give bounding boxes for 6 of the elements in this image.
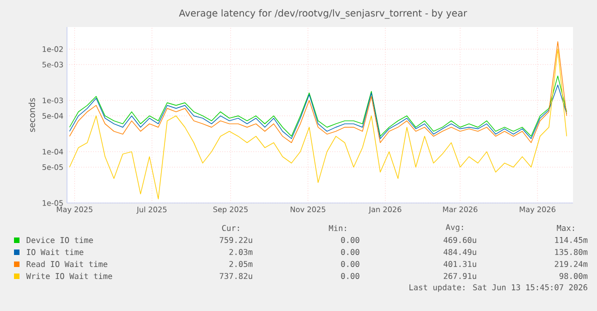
line-series	[69, 41, 568, 144]
chart-title: Average latency for /dev/rootvg/lv_senjasrv_torrent - by year	[179, 9, 468, 19]
line-series	[69, 48, 568, 200]
line-series	[69, 76, 568, 137]
line-series	[69, 84, 568, 139]
y-axis-title: seconds	[28, 98, 36, 132]
